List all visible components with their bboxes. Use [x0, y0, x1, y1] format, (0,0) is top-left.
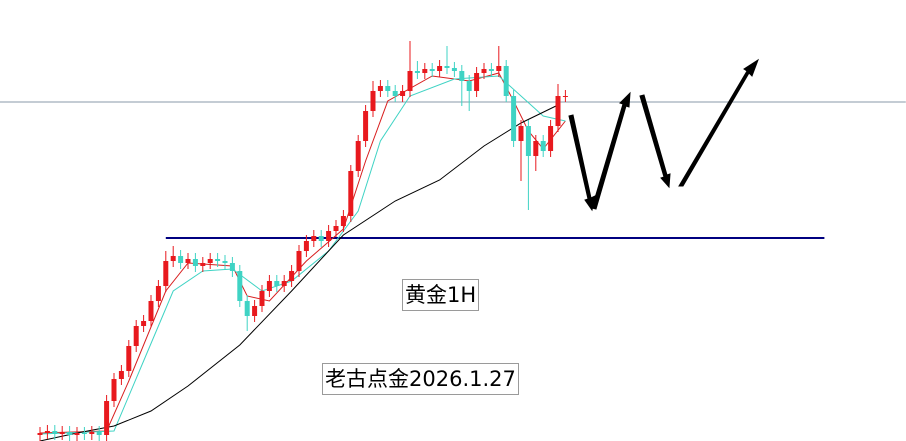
candle-body [326, 231, 332, 241]
annotation: 黄金1H [402, 279, 480, 311]
candle-body [148, 301, 154, 321]
arrow [591, 91, 631, 210]
candle-body [229, 263, 235, 271]
candle-body [429, 69, 435, 71]
candle-body [363, 111, 369, 141]
annotation: 老古点金2026.1.27 [322, 363, 519, 395]
candle-body [155, 286, 161, 301]
arrow [678, 58, 759, 187]
ma-line [39, 104, 559, 441]
candle-body [474, 73, 480, 91]
candle-body [133, 326, 139, 346]
candle-body [126, 346, 132, 371]
candle-body [52, 431, 58, 434]
candle-body [296, 251, 302, 271]
candle-body [444, 66, 450, 68]
candle-body [392, 91, 398, 96]
candle-body [141, 321, 147, 326]
candle-body [281, 281, 287, 286]
candle-body [163, 261, 169, 286]
candle-body [422, 69, 428, 73]
candle-body [407, 71, 413, 91]
candle-body [548, 126, 554, 151]
candle-body [259, 291, 265, 306]
candle-body [96, 432, 102, 435]
candle-body [377, 86, 383, 91]
candle-body [222, 261, 228, 263]
candle-body [459, 71, 465, 81]
candle-body [74, 433, 80, 435]
candle-body [503, 66, 509, 96]
candle-body [37, 433, 43, 435]
candle-body [170, 256, 176, 261]
candle-body [348, 171, 354, 216]
candle-body [237, 271, 243, 301]
candle-body [437, 66, 443, 71]
candle-body [192, 259, 198, 266]
candle-body [511, 96, 517, 141]
drawn-arrows [568, 58, 759, 212]
candle-body [451, 68, 457, 71]
arrow [639, 94, 671, 189]
candle-body [488, 69, 494, 71]
candle-body [244, 301, 250, 316]
candle-body [104, 401, 110, 435]
candle-body [200, 263, 206, 266]
plot [0, 41, 906, 441]
candle-body [311, 236, 317, 241]
candle-body [481, 69, 487, 73]
candle-body [89, 432, 95, 434]
candle-body [525, 126, 531, 156]
candle-body [266, 281, 272, 291]
candle-body [111, 379, 117, 401]
candle-body [118, 371, 124, 379]
candle-body [370, 91, 376, 111]
candle-body [355, 141, 361, 171]
candle-body [496, 66, 502, 71]
candle-body [215, 259, 221, 261]
candle-body [185, 259, 191, 263]
candle-body [289, 271, 295, 281]
candle-body [81, 433, 87, 434]
candle-body [518, 126, 524, 141]
candle-body [414, 71, 420, 73]
candle-body [333, 226, 339, 231]
candle-body [44, 431, 50, 433]
candle-body [562, 96, 568, 97]
candle-body [318, 236, 324, 241]
candle-body [274, 281, 280, 286]
candle-body [67, 432, 73, 435]
candle-body [540, 141, 546, 151]
arrow [568, 114, 596, 212]
candle-body [303, 241, 309, 251]
candle-body [207, 259, 213, 263]
candle-body [252, 306, 258, 316]
candle-body [533, 141, 539, 156]
candle-body [178, 256, 184, 263]
candle-body [340, 216, 346, 226]
candle-body [59, 432, 65, 434]
candle-body [466, 81, 472, 91]
candle-body [385, 86, 391, 91]
candle-body [400, 91, 406, 96]
candle-body [555, 96, 561, 126]
